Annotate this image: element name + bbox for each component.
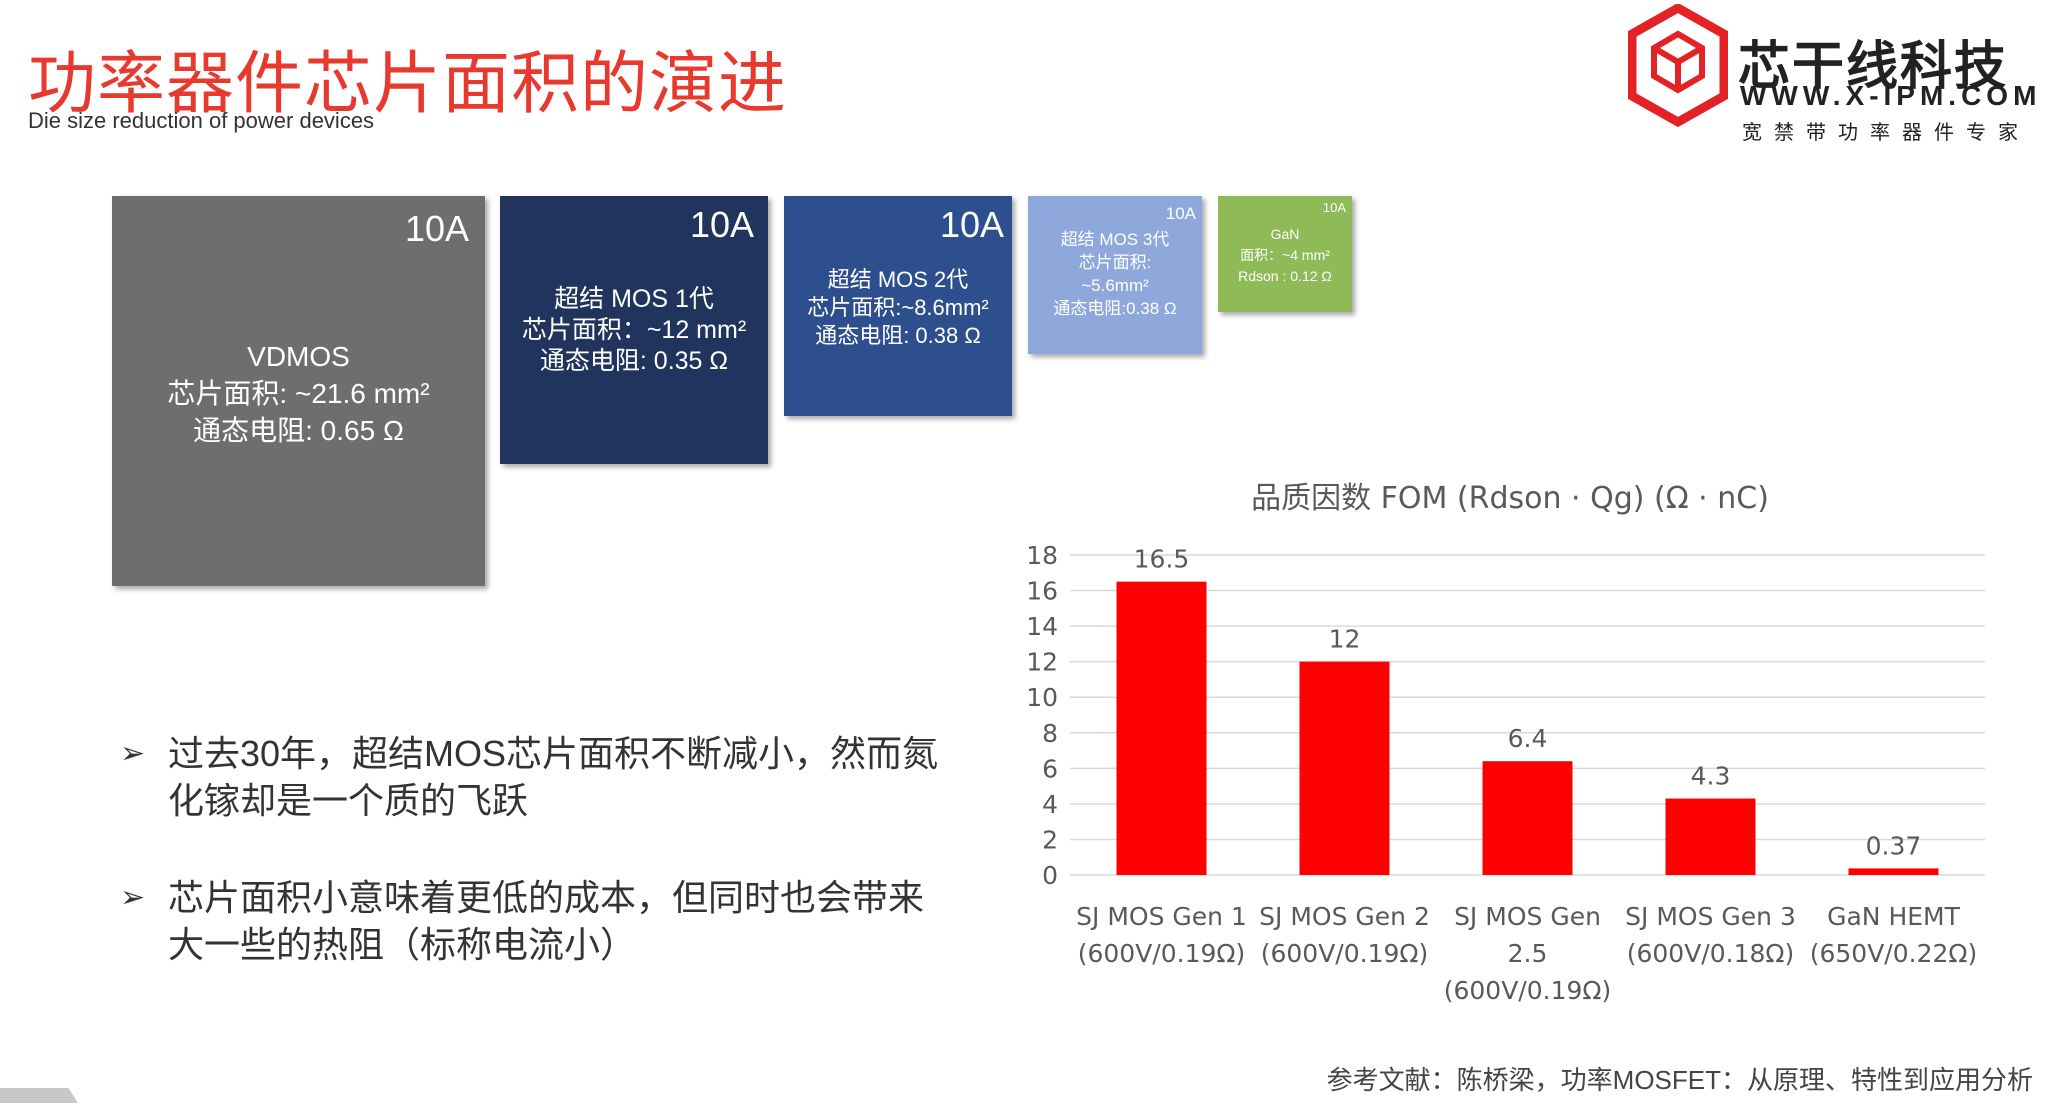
die-line: 面积：~4 mm² — [1240, 247, 1330, 263]
die-line: 通态电阻: 0.35 Ω — [539, 347, 729, 375]
die-line: VDMOS — [247, 341, 350, 372]
data-label: 0.37 — [1866, 831, 1922, 860]
reference-note: 参考文献：陈桥梁，功率MOSFET：从原理、特性到应用分析 — [1326, 1065, 2033, 1095]
die-line: 超结 MOS 3代 — [1060, 230, 1170, 249]
die-line: 通态电阻: 0.65 Ω — [193, 415, 404, 446]
y-tick-label: 2 — [1042, 825, 1058, 854]
bullet-item: ➢ 过去30年，超结MOS芯片面积不断减小，然而氮化镓却是一个质的飞跃 — [120, 730, 950, 824]
die-line: GaN — [1270, 226, 1300, 242]
y-tick-label: 8 — [1042, 719, 1058, 748]
bullet-text: 芯片面积小意味着更低的成本，但同时也会带来大一些的热阻（标称电流小） — [168, 877, 925, 965]
fom-bar-chart: 品质因数 FOM (Rdson · Qg) (Ω · nC) 0 2 4 6 8 10 12… — [1026, 481, 1985, 1005]
die-box-gan: 10A GaN 面积：~4 mm² Rdson : 0.12 Ω — [1218, 196, 1352, 312]
bar — [1665, 798, 1756, 875]
company-logo: 芯干线科技 WWW.X-IPM.COM 宽禁带功率器件专家 — [1628, 4, 2048, 144]
bar — [1482, 761, 1573, 875]
die-line: 超结 MOS 2代 — [827, 267, 969, 292]
logo-url: WWW.X-IPM.COM — [1740, 80, 2042, 111]
hexagon-cube-logo-icon — [1628, 4, 1728, 128]
data-label: 4.3 — [1691, 762, 1731, 791]
die-line: Rdson : 0.12 Ω — [1238, 268, 1332, 284]
die-current-label: 10A — [1322, 200, 1346, 215]
bar — [1299, 661, 1390, 875]
page-title: 功率器件芯片面积的演进 — [28, 46, 788, 122]
bullet-list: ➢ 过去30年，超结MOS芯片面积不断减小，然而氮化镓却是一个质的飞跃 ➢ 芯片… — [120, 730, 950, 1018]
x-category-label: SJ MOS Gen 2.5 (600V/0.19Ω) — [1444, 902, 1612, 1005]
bullet-text: 过去30年，超结MOS芯片面积不断减小，然而氮化镓却是一个质的飞跃 — [168, 733, 939, 821]
die-line: 芯片面积: ~21.6 mm² — [167, 378, 430, 409]
bullet-item: ➢ 芯片面积小意味着更低的成本，但同时也会带来大一些的热阻（标称电流小） — [120, 874, 950, 968]
y-tick-label: 16 — [1026, 577, 1058, 606]
arrow-bullet-icon: ➢ — [120, 881, 146, 914]
die-line: ~5.6mm² — [1081, 276, 1149, 295]
corner-decoration — [0, 1088, 78, 1103]
y-tick-label: 14 — [1026, 612, 1058, 641]
y-tick-label: 18 — [1026, 541, 1058, 570]
data-label: 16.5 — [1134, 545, 1190, 574]
y-tick-label: 4 — [1042, 790, 1058, 819]
x-category-label: SJ MOS Gen 3 (600V/0.18Ω) — [1625, 902, 1796, 968]
die-line: 通态电阻: 0.38 Ω — [815, 323, 981, 348]
die-line: 芯片面积: — [1078, 253, 1152, 272]
data-label: 6.4 — [1508, 724, 1548, 753]
die-line: 芯片面积:~8.6mm² — [807, 295, 989, 320]
data-label: 12 — [1329, 625, 1361, 654]
y-tick-label: 10 — [1026, 683, 1058, 712]
chart-title: 品质因数 FOM (Rdson · Qg) (Ω · nC) — [1251, 481, 1769, 516]
page-subtitle: Die size reduction of power devices — [28, 108, 375, 133]
y-tick-label: 0 — [1042, 861, 1058, 890]
die-box-sj-gen1: 10A 超结 MOS 1代 芯片面积：~12 mm² 通态电阻: 0.35 Ω — [500, 196, 768, 464]
die-box-sj-gen3: 10A 超结 MOS 3代 芯片面积: ~5.6mm² 通态电阻:0.38 Ω — [1028, 196, 1202, 354]
y-tick-label: 6 — [1042, 754, 1058, 783]
die-current-label: 10A — [939, 204, 1004, 245]
die-line: 超结 MOS 1代 — [554, 285, 714, 313]
x-category-label: SJ MOS Gen 1 (600V/0.19Ω) — [1076, 902, 1247, 968]
die-box-vdmos: 10A VDMOS 芯片面积: ~21.6 mm² 通态电阻: 0.65 Ω — [112, 196, 485, 586]
y-tick-label: 12 — [1026, 648, 1058, 677]
die-line: 芯片面积：~12 mm² — [521, 316, 747, 344]
bar — [1848, 868, 1939, 875]
bar — [1116, 581, 1207, 875]
logo-tagline: 宽禁带功率器件专家 — [1742, 122, 2030, 144]
die-current-label: 10A — [404, 208, 469, 249]
logo-company-name: 芯干线科技 — [1738, 38, 2009, 96]
x-category-label: GaN HEMT (650V/0.22Ω) — [1810, 902, 1978, 968]
die-line: 通态电阻:0.38 Ω — [1053, 299, 1177, 318]
arrow-bullet-icon: ➢ — [120, 737, 146, 770]
x-category-label: SJ MOS Gen 2 (600V/0.19Ω) — [1259, 902, 1430, 968]
die-current-label: 10A — [689, 204, 754, 245]
die-box-sj-gen2: 10A 超结 MOS 2代 芯片面积:~8.6mm² 通态电阻: 0.38 Ω — [784, 196, 1012, 416]
die-current-label: 10A — [1165, 204, 1196, 223]
